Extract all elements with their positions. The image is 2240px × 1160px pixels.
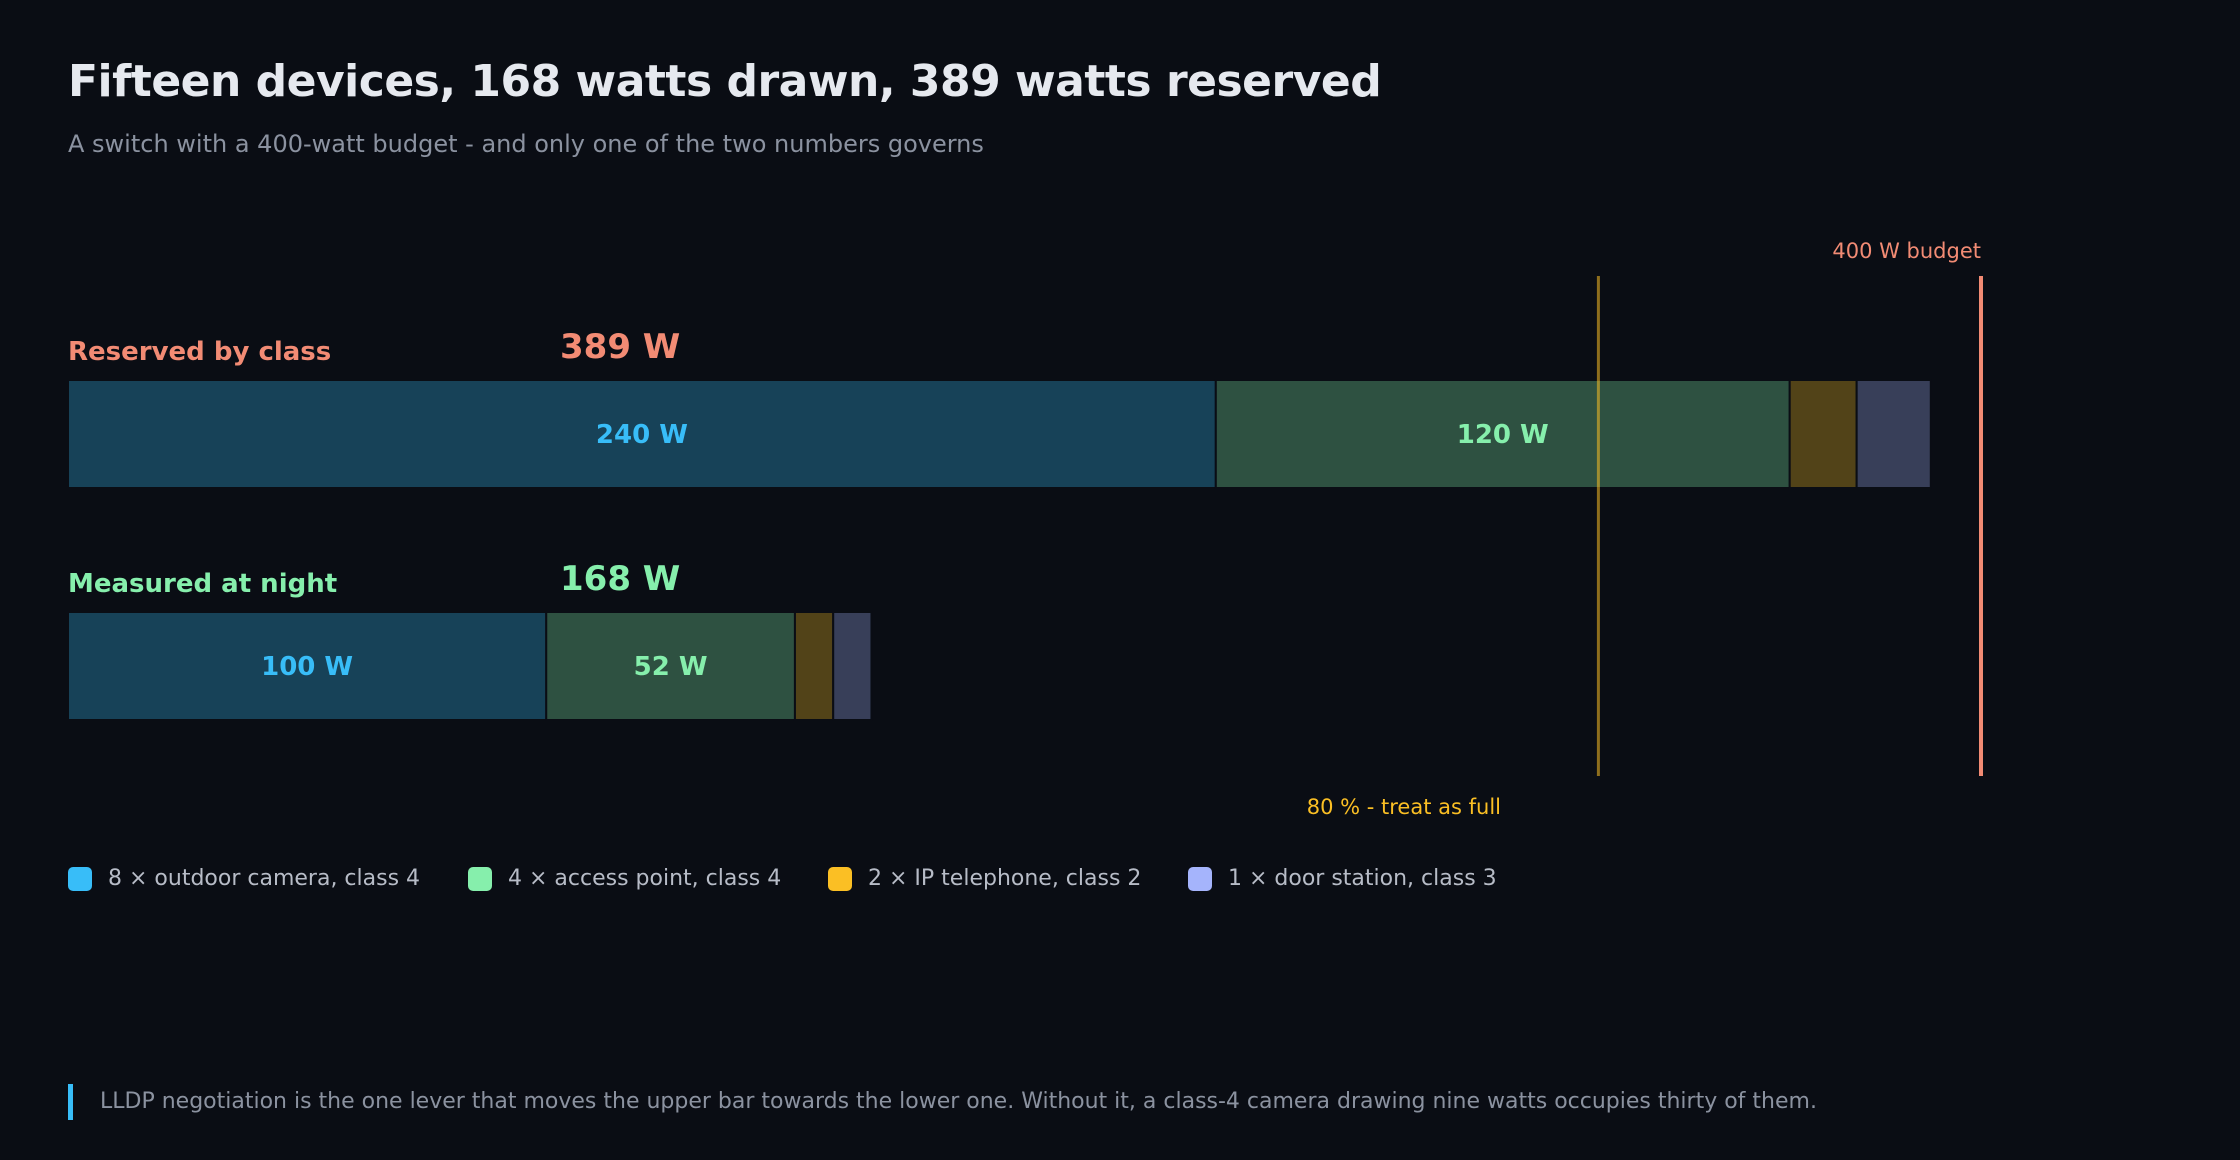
legend-swatch-camera [68,866,92,891]
budget-label: 400 W budget [1832,239,1981,263]
bar-label-reserved-access-point: 120 W [1457,420,1549,450]
legend-label-door-station: 1 × door station, class 3 [1228,866,1497,891]
legend-swatch-access-point [468,866,492,891]
row-label-measured: Measured at night [68,569,337,599]
power-budget-chart: Reserved by class 389 W 240 W 120 W Measured… [67,239,1983,819]
legend-item-access-point: 4 × access point, class 4 [468,866,828,891]
bar-measured-telephone [793,611,835,721]
bar-reserved-telephone [1788,379,1858,489]
bar-reserved-door-station [1855,379,1932,489]
legend-swatch-telephone [828,866,852,891]
legend-label-camera: 8 × outdoor camera, class 4 [108,866,421,891]
row-total-reserved: 389 W [560,327,680,367]
legend-label-access-point: 4 × access point, class 4 [508,866,782,891]
bar-label-measured-access-point: 52 W [634,652,708,682]
legend-item-camera: 8 × outdoor camera, class 4 [68,866,468,891]
bar-measured-access-point [545,611,796,721]
legend-item-telephone: 2 × IP telephone, class 2 [828,866,1188,891]
legend-item-door-station: 1 × door station, class 3 [1188,866,1497,891]
row-total-measured: 168 W [560,559,680,599]
bar-label-measured-camera: 100 W [261,652,353,682]
legend-label-telephone: 2 × IP telephone, class 2 [868,866,1142,891]
page-subtitle: A switch with a 400-watt budget - and on… [68,130,984,158]
chart-legend: 8 × outdoor camera, class 4 4 × access p… [68,866,1497,891]
page-title: Fifteen devices, 168 watts drawn, 389 wa… [68,56,1382,107]
bar-label-reserved-camera: 240 W [596,420,688,450]
bar-measured-door-station [832,611,873,721]
threshold-label: 80 % - treat as full [1307,795,1501,819]
row-label-reserved: Reserved by class [68,337,331,367]
legend-swatch-door-station [1188,866,1212,891]
footnote: LLDP negotiation is the one lever that m… [68,1084,1817,1120]
bar-reserved-camera [67,379,1217,489]
